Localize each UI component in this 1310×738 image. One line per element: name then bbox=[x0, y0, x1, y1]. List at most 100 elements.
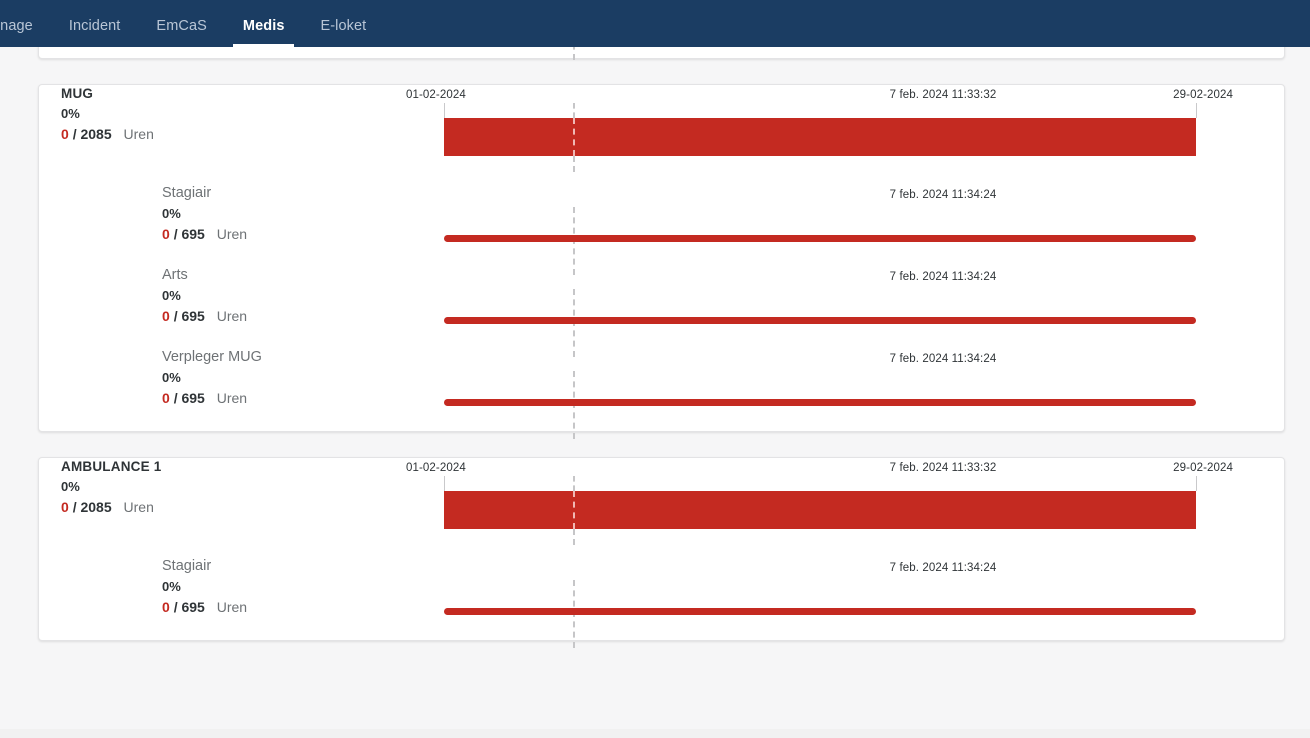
hours-separator: / bbox=[173, 226, 178, 242]
subrow-labels: Verpleger MUG 0% 0 / 695 Uren bbox=[39, 349, 384, 407]
group-title: AMBULANCE 1 bbox=[61, 459, 162, 474]
hours-total: 2085 bbox=[80, 126, 112, 142]
hours-unit: Uren bbox=[216, 226, 248, 242]
capacity-subrow: Verpleger MUG 0% 0 / 695 Uren 7 feb. 202… bbox=[39, 349, 1284, 439]
capacity-group-row: MUG 0% 0 / 2085 Uren 01-02-2024 7 feb. 2… bbox=[39, 85, 1284, 185]
group-percent: 0% bbox=[61, 479, 80, 494]
capacity-card-ambulance-1: AMBULANCE 1 0% 0 / 2085 Uren 01-02-2024 … bbox=[38, 457, 1285, 648]
capacity-card-mug: MUG 0% 0 / 2085 Uren 01-02-2024 7 feb. 2… bbox=[38, 84, 1285, 439]
capacity-subrow: Verpleger PIT 0% 0 / 695 Uren 7 feb. 202… bbox=[39, 47, 1284, 60]
hours-unit: Uren bbox=[123, 126, 154, 142]
capacity-group-row: AMBULANCE 1 0% 0 / 2085 Uren 01-02-2024 … bbox=[39, 458, 1284, 558]
now-marker-dashed-line-top bbox=[573, 103, 575, 118]
hours-separator: / bbox=[173, 308, 178, 324]
timeline-end-tick bbox=[1196, 476, 1197, 491]
timeline-marker-label: 7 feb. 2024 11:33:32 bbox=[889, 89, 997, 101]
hours-separator: / bbox=[72, 499, 77, 515]
group-timeline: 01-02-2024 7 feb. 2024 11:33:32 29-02-20… bbox=[384, 458, 1284, 558]
nav-tab-incident[interactable]: Incident bbox=[68, 17, 121, 34]
now-marker-dashed-line-on-bar bbox=[573, 491, 575, 529]
hours-unit: Uren bbox=[216, 599, 248, 615]
subrow-timeline: 7 feb. 2024 11:34:24 bbox=[384, 558, 1284, 648]
nav-tab-emcas[interactable]: EmCaS bbox=[156, 17, 207, 34]
nav-tab-list: gnage Incident EmCaS Medis E-loket bbox=[0, 0, 384, 47]
timeline-start-date: 01-02-2024 bbox=[406, 89, 466, 101]
group-hours: 0 / 2085 Uren bbox=[61, 498, 384, 516]
hours-separator: / bbox=[173, 390, 178, 406]
nav-tab-e-loket[interactable]: E-loket bbox=[320, 17, 367, 34]
timeline-marker-label: 7 feb. 2024 11:34:24 bbox=[889, 189, 997, 201]
hours-done: 0 bbox=[162, 599, 170, 615]
subrow-title: Stagiair bbox=[162, 558, 212, 574]
timeline-end-tick bbox=[1196, 103, 1197, 118]
subrow-percent: 0% bbox=[162, 206, 181, 221]
group-percent: 0% bbox=[61, 106, 80, 121]
nav-tab-signage[interactable]: gnage bbox=[0, 17, 33, 34]
timeline-marker-label: 7 feb. 2024 11:34:24 bbox=[889, 353, 997, 365]
now-marker-dashed-line-bottom bbox=[573, 156, 575, 172]
subrow-timeline: 7 feb. 2024 11:34:24 bbox=[384, 349, 1284, 439]
progress-bar[interactable] bbox=[444, 317, 1196, 324]
timeline-end-date: 29-02-2024 bbox=[1173, 462, 1233, 474]
subrow-hours: 0 / 695 Uren bbox=[162, 389, 384, 407]
hours-separator: / bbox=[72, 126, 77, 142]
subrow-labels: Stagiair 0% 0 / 695 Uren bbox=[39, 185, 384, 243]
progress-bar[interactable] bbox=[444, 399, 1196, 406]
hours-done: 0 bbox=[61, 126, 69, 142]
subrow-percent: 0% bbox=[162, 579, 181, 594]
timeline-end-date: 29-02-2024 bbox=[1173, 89, 1233, 101]
hours-done: 0 bbox=[162, 226, 170, 242]
subrow-hours: 0 / 695 Uren bbox=[162, 225, 384, 243]
top-navbar: gnage Incident EmCaS Medis E-loket bbox=[0, 0, 1310, 47]
now-marker-dashed-line bbox=[573, 47, 575, 60]
subrow-percent: 0% bbox=[162, 370, 181, 385]
nav-tab-medis[interactable]: Medis bbox=[225, 18, 303, 48]
group-hours: 0 / 2085 Uren bbox=[61, 125, 384, 143]
now-marker-dashed-line-top bbox=[573, 476, 575, 491]
progress-bar[interactable] bbox=[444, 118, 1196, 156]
hours-done: 0 bbox=[61, 499, 69, 515]
capacity-subrow: Stagiair 0% 0 / 695 Uren 7 feb. 2024 11:… bbox=[39, 558, 1284, 648]
now-marker-dashed-line-on-bar bbox=[573, 118, 575, 156]
timeline-start-date: 01-02-2024 bbox=[406, 462, 466, 474]
subrow-title: Stagiair bbox=[162, 185, 212, 201]
hours-total: 695 bbox=[181, 390, 205, 406]
progress-bar[interactable] bbox=[444, 235, 1196, 242]
capacity-subrow: Stagiair 0% 0 / 695 Uren 7 feb. 2024 11:… bbox=[39, 185, 1284, 275]
capacity-card-partial: Verpleger PIT 0% 0 / 695 Uren 7 feb. 202… bbox=[38, 47, 1285, 60]
subrow-timeline: 7 feb. 2024 11:34:24 bbox=[384, 185, 1284, 275]
subrow-timeline: 7 feb. 2024 11:34:24 bbox=[384, 47, 1284, 60]
hours-done: 0 bbox=[162, 390, 170, 406]
hours-unit: Uren bbox=[216, 390, 248, 406]
hours-done: 0 bbox=[162, 308, 170, 324]
subrow-percent: 0% bbox=[162, 288, 181, 303]
progress-bar[interactable] bbox=[444, 491, 1196, 529]
hours-unit: Uren bbox=[123, 499, 154, 515]
capacity-subrow: Arts 0% 0 / 695 Uren 7 feb. 2024 11:34:2… bbox=[39, 267, 1284, 357]
group-title: MUG bbox=[61, 86, 94, 101]
subrow-labels: Stagiair 0% 0 / 695 Uren bbox=[39, 558, 384, 616]
now-marker-dashed-line-bottom bbox=[573, 529, 575, 545]
subrow-hours: 0 / 695 Uren bbox=[162, 307, 384, 325]
group-timeline: 01-02-2024 7 feb. 2024 11:33:32 29-02-20… bbox=[384, 85, 1284, 185]
hours-separator: / bbox=[173, 599, 178, 615]
timeline-start-tick bbox=[444, 476, 445, 491]
timeline-marker-label: 7 feb. 2024 11:34:24 bbox=[889, 562, 997, 574]
group-labels: MUG 0% 0 / 2085 Uren bbox=[39, 85, 384, 143]
hours-unit: Uren bbox=[216, 308, 248, 324]
subrow-hours: 0 / 695 Uren bbox=[162, 598, 384, 616]
timeline-start-tick bbox=[444, 103, 445, 118]
horizontal-scrollbar[interactable] bbox=[0, 729, 1310, 738]
medis-capacity-page: Verpleger PIT 0% 0 / 695 Uren 7 feb. 202… bbox=[0, 47, 1310, 738]
subrow-timeline: 7 feb. 2024 11:34:24 bbox=[384, 267, 1284, 357]
hours-total: 2085 bbox=[80, 499, 112, 515]
hours-total: 695 bbox=[181, 308, 205, 324]
progress-bar[interactable] bbox=[444, 608, 1196, 615]
hours-total: 695 bbox=[181, 599, 205, 615]
timeline-marker-label: 7 feb. 2024 11:33:32 bbox=[889, 462, 997, 474]
group-labels: AMBULANCE 1 0% 0 / 2085 Uren bbox=[39, 458, 384, 516]
subrow-title: Arts bbox=[162, 267, 188, 283]
timeline-marker-label: 7 feb. 2024 11:34:24 bbox=[889, 271, 997, 283]
subrow-title: Verpleger MUG bbox=[162, 349, 262, 365]
hours-total: 695 bbox=[181, 226, 205, 242]
